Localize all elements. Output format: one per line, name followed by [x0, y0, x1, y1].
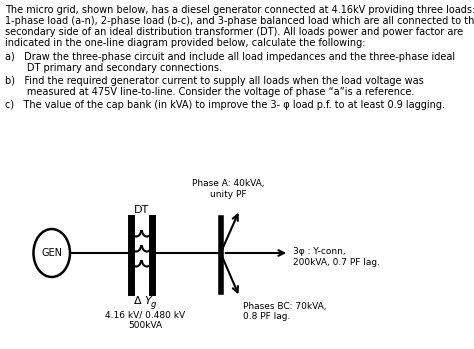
Text: 0.8 PF lag.: 0.8 PF lag. — [244, 312, 291, 321]
Text: Phases BC: 70kVA,: Phases BC: 70kVA, — [244, 302, 327, 311]
Text: a)   Draw the three-phase circuit and include all load impedances and the three-: a) Draw the three-phase circuit and incl… — [5, 52, 456, 62]
Text: 200kVA, 0.7 PF lag.: 200kVA, 0.7 PF lag. — [293, 258, 380, 267]
Text: measured at 475V line-to-line. Consider the voltage of phase “a”is a reference.: measured at 475V line-to-line. Consider … — [5, 87, 415, 97]
Text: g: g — [151, 300, 156, 309]
Text: b)   Find the required generator current to supply all loads when the load volta: b) Find the required generator current t… — [5, 76, 424, 86]
Text: DT: DT — [134, 205, 149, 215]
Text: 3φ : Y-conn,: 3φ : Y-conn, — [293, 247, 346, 256]
Text: indicated in the one-line diagram provided below, calculate the following:: indicated in the one-line diagram provid… — [5, 38, 366, 48]
Text: Y: Y — [145, 296, 151, 306]
Text: c)   The value of the cap bank (in kVA) to improve the 3- φ load p.f. to at leas: c) The value of the cap bank (in kVA) to… — [5, 100, 446, 110]
Text: Δ: Δ — [134, 296, 142, 306]
Text: 1-phase load (a-n), 2-phase load (b-c), and 3-phase balanced load which are all : 1-phase load (a-n), 2-phase load (b-c), … — [5, 16, 474, 26]
Text: GEN: GEN — [41, 248, 62, 258]
Text: Phase A: 40kVA,: Phase A: 40kVA, — [192, 179, 264, 188]
Text: The micro grid, shown below, has a diesel generator connected at 4.16kV providin: The micro grid, shown below, has a diese… — [5, 5, 474, 15]
Text: unity PF: unity PF — [210, 190, 246, 199]
Text: secondary side of an ideal distribution transformer (DT). All loads power and po: secondary side of an ideal distribution … — [5, 27, 464, 37]
Text: DT primary and secondary connections.: DT primary and secondary connections. — [5, 63, 222, 73]
Text: 4.16 kV/ 0.480 kV: 4.16 kV/ 0.480 kV — [105, 310, 185, 319]
Text: 500kVA: 500kVA — [128, 321, 163, 330]
